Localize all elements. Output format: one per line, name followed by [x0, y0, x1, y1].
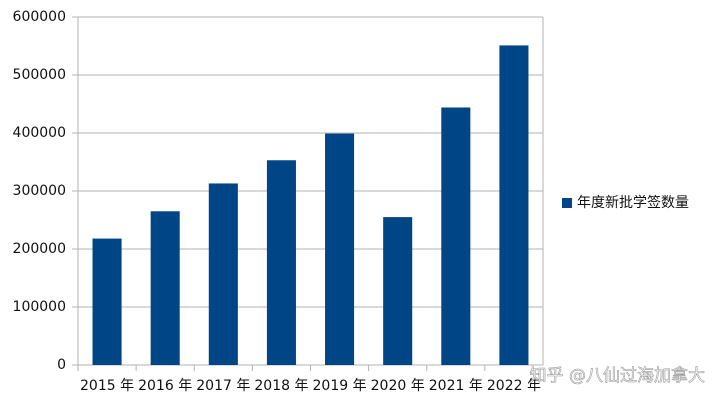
x-tick-label: 2019 年 — [313, 378, 367, 394]
bar — [266, 160, 296, 365]
y-tick-label: 200000 — [13, 241, 66, 257]
x-tick-label: 2020 年 — [371, 378, 425, 394]
bar — [499, 45, 529, 366]
x-tick-label: 2016 年 — [138, 378, 192, 394]
y-tick-label: 100000 — [13, 299, 66, 315]
bar — [208, 183, 238, 365]
legend-label: 年度新批学签数量 — [577, 194, 689, 211]
x-tick-label: 2021 年 — [429, 378, 483, 394]
bar — [92, 238, 122, 365]
x-tick-label: 2017 年 — [196, 378, 250, 394]
y-tick-label: 300000 — [13, 183, 66, 199]
y-tick-label: 600000 — [13, 9, 66, 25]
legend-swatch — [562, 198, 572, 208]
bar — [441, 107, 471, 365]
y-tick-label: 0 — [57, 357, 66, 373]
x-tick-label: 2018 年 — [254, 378, 308, 394]
y-tick-label: 400000 — [13, 125, 66, 141]
x-tick-label: 2022 年 — [487, 378, 541, 394]
y-tick-label: 500000 — [13, 67, 66, 83]
bar — [383, 217, 413, 365]
watermark: 知乎 @八仙过海加拿大 — [530, 365, 705, 386]
x-tick-label: 2015 年 — [80, 378, 134, 394]
bar — [325, 133, 355, 365]
bar — [150, 211, 180, 365]
